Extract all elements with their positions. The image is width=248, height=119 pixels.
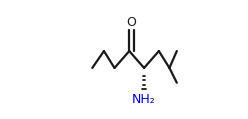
Text: O: O bbox=[126, 16, 136, 29]
Text: NH₂: NH₂ bbox=[132, 93, 156, 106]
